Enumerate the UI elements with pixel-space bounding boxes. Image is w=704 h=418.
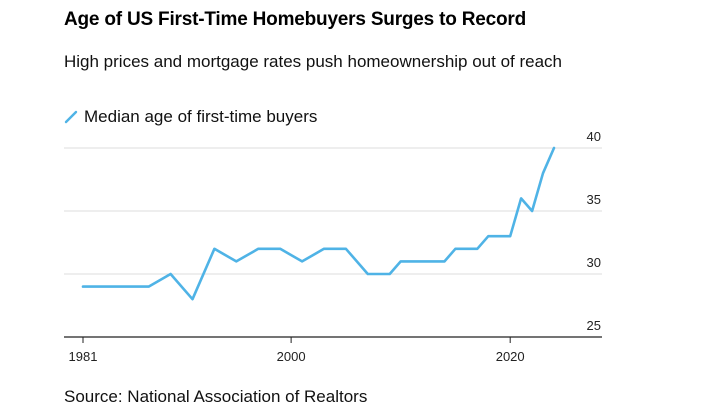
gridlines: [64, 147, 602, 338]
legend: Median age of first-time buyers: [64, 107, 317, 127]
y-axis-ticks: 25 30 35 40: [587, 129, 601, 333]
series-group: [81, 146, 556, 301]
x-axis-ticks: 1981 2000 2020: [69, 337, 525, 364]
y-tick-label-40: 40: [587, 129, 601, 144]
y-tick-label-30: 30: [587, 255, 601, 270]
chart-title: Age of US First-Time Homebuyers Surges t…: [64, 9, 526, 30]
x-tick-label-2020: 2020: [496, 349, 525, 364]
chart-source: Source: National Association of Realtors: [64, 387, 368, 406]
series-line-0: [81, 146, 556, 301]
chart-subtitle: High prices and mortgage rates push home…: [64, 52, 563, 71]
legend-line-icon: [64, 110, 78, 124]
x-tick-label-1981: 1981: [69, 349, 98, 364]
y-tick-label-35: 35: [587, 192, 601, 207]
y-tick-label-25: 25: [587, 318, 601, 333]
legend-label: Median age of first-time buyers: [84, 107, 318, 126]
x-tick-label-2000: 2000: [277, 349, 306, 364]
line-chart: 25 30 35 40 1981 2000 2020: [64, 129, 602, 364]
